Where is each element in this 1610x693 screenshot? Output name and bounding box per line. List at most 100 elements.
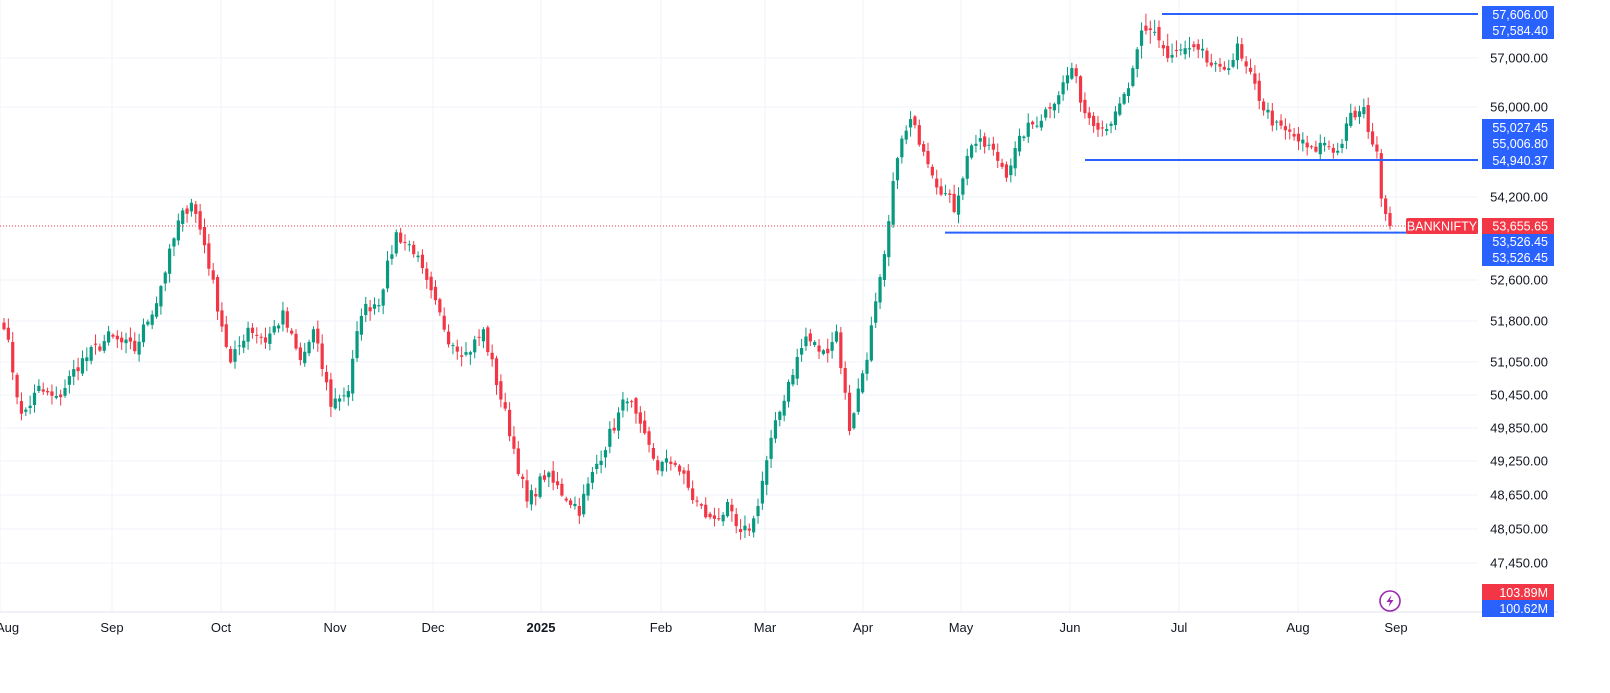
candle xyxy=(573,496,577,510)
candle-body xyxy=(791,375,795,385)
candle xyxy=(1166,33,1170,63)
candle-body xyxy=(856,388,860,412)
candle-body xyxy=(1340,143,1344,148)
candle-body xyxy=(1022,136,1026,139)
candle xyxy=(329,372,333,417)
candle xyxy=(660,460,664,477)
candle xyxy=(202,218,207,254)
candle xyxy=(695,496,699,507)
candle-body xyxy=(895,158,900,181)
candle-body xyxy=(691,488,695,501)
price-tag-label: 57,584.40 xyxy=(1492,24,1548,38)
candle-body xyxy=(464,352,468,355)
candle-body xyxy=(800,348,804,355)
candle-body xyxy=(11,341,15,373)
candle-body xyxy=(891,181,895,225)
horizontal-lines xyxy=(945,13,1478,234)
candlestick-series xyxy=(2,13,1392,540)
candle-body xyxy=(1244,61,1248,67)
candle xyxy=(586,477,590,501)
candle xyxy=(1323,136,1327,152)
candle-body xyxy=(538,476,542,497)
candle xyxy=(682,467,686,485)
candle xyxy=(569,498,573,509)
candle xyxy=(895,156,900,189)
candle-body xyxy=(468,352,472,355)
time-tick-label: Aug xyxy=(1286,620,1309,635)
candle-body xyxy=(41,389,45,392)
candle xyxy=(407,240,411,252)
candle xyxy=(207,233,211,276)
candle-body xyxy=(1144,25,1148,31)
candle-body xyxy=(529,490,533,505)
candle xyxy=(24,407,28,416)
candle xyxy=(1113,106,1118,130)
candle-body xyxy=(1061,82,1065,95)
candle xyxy=(1153,19,1157,36)
candle-body xyxy=(211,270,215,280)
candle-body xyxy=(1262,101,1266,111)
candle xyxy=(843,361,847,400)
candle-body xyxy=(198,211,202,230)
candle xyxy=(451,342,455,355)
candle-body xyxy=(991,143,995,150)
candle-body xyxy=(255,334,259,336)
candle xyxy=(124,332,128,354)
candle xyxy=(756,498,760,524)
candle xyxy=(1118,96,1122,117)
candle xyxy=(473,335,477,359)
candle xyxy=(72,359,76,386)
candle xyxy=(285,307,289,333)
candle-body xyxy=(368,307,372,312)
candle-body xyxy=(1200,48,1205,51)
candle xyxy=(176,213,180,246)
candle xyxy=(922,141,926,157)
candle-body xyxy=(159,286,163,307)
candle xyxy=(791,368,795,387)
price-tag-label: 53,526.45 xyxy=(1492,235,1548,249)
candle xyxy=(961,176,965,201)
candle xyxy=(1022,135,1026,141)
candle xyxy=(1314,140,1318,153)
candle-body xyxy=(695,500,699,502)
candle xyxy=(320,334,324,377)
candle xyxy=(656,455,660,475)
candle-body xyxy=(50,391,54,396)
candle-body xyxy=(1000,162,1004,167)
candle-body xyxy=(298,347,302,361)
candle-body xyxy=(1353,110,1357,118)
candle xyxy=(738,519,743,540)
candle-body xyxy=(699,504,703,506)
candle-body xyxy=(451,345,455,347)
candle-body xyxy=(582,493,586,515)
candle-body xyxy=(394,232,398,254)
candle-body xyxy=(1131,68,1135,86)
candle xyxy=(943,184,948,196)
candle xyxy=(364,296,368,323)
candle-body xyxy=(1179,49,1183,51)
candle xyxy=(887,214,891,267)
candle xyxy=(630,399,634,408)
candle-body xyxy=(37,385,41,391)
candle-body xyxy=(765,460,769,485)
candle xyxy=(1026,113,1030,143)
candle xyxy=(577,497,581,525)
time-tick-label: Mar xyxy=(754,620,777,635)
candle-body xyxy=(276,325,281,329)
candle xyxy=(107,325,111,346)
candle-body xyxy=(1153,31,1157,33)
candle-body xyxy=(521,476,525,479)
candle-body xyxy=(19,401,24,414)
candle xyxy=(987,137,991,151)
candle xyxy=(1148,20,1152,44)
candle xyxy=(1340,138,1344,154)
candle-body xyxy=(677,465,682,472)
candle-body xyxy=(1122,93,1126,104)
candle xyxy=(189,198,194,217)
candle-body xyxy=(1157,26,1161,41)
price-tick-label: 52,600.00 xyxy=(1490,273,1548,288)
price-tag: 53,526.45 xyxy=(1482,249,1554,266)
candle-body xyxy=(1357,111,1362,117)
lightning-button[interactable] xyxy=(1379,590,1401,612)
